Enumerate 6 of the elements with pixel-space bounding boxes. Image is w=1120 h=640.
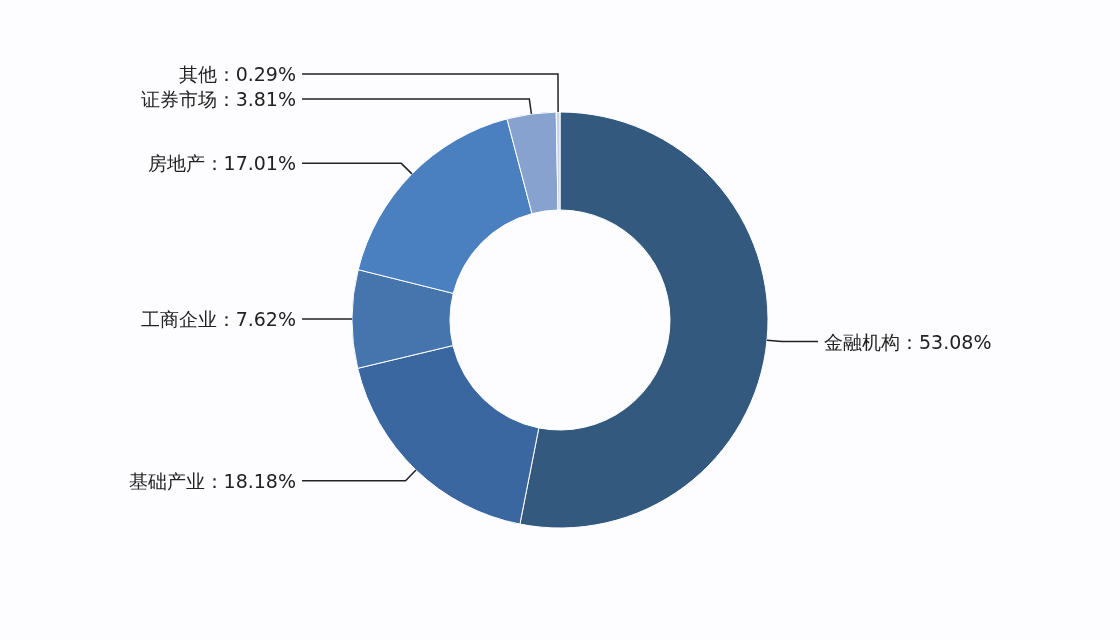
slice-label: 房地产：17.01%: [147, 152, 296, 175]
slice-label: 工商企业：7.62%: [140, 307, 296, 330]
slice-label: 金融机构：53.08%: [824, 330, 992, 353]
slice-label: 其他：0.29%: [178, 63, 296, 86]
slice-label: 证券市场：3.81%: [140, 88, 296, 111]
slice-label: 基础产业：18.18%: [128, 469, 296, 492]
